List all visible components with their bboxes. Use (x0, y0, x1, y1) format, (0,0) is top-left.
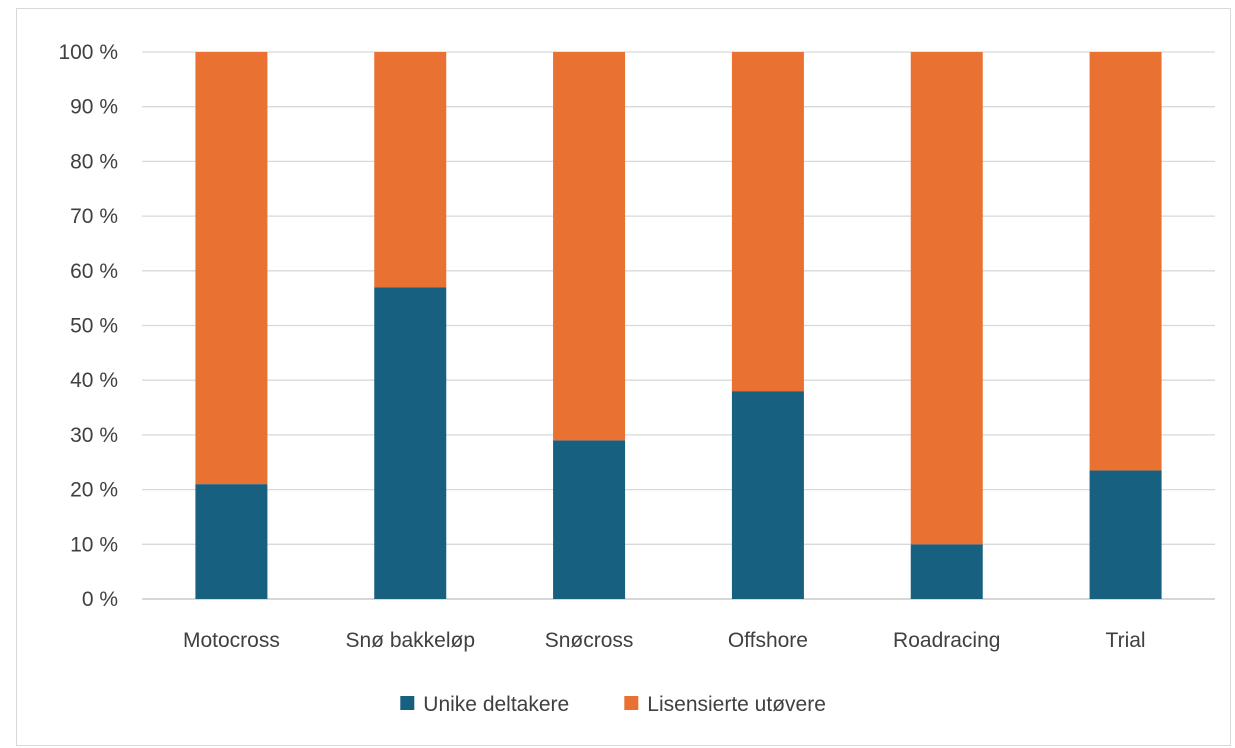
legend: Unike deltakere Lisensierte utøvere (400, 693, 826, 716)
x-tick-label: Snø bakkeløp (345, 629, 475, 652)
bar-unike-deltakere (1089, 470, 1162, 599)
x-axis: Motocross Snø bakkeløp Snøcross Offshore Roa… (183, 629, 1146, 652)
legend-label: Lisensierte utøvere (647, 693, 826, 716)
bar-unike-deltakere (374, 287, 447, 599)
y-tick-label: 0 % (82, 588, 118, 611)
y-tick-label: 80 % (70, 150, 118, 173)
y-tick-label: 60 % (70, 260, 118, 283)
x-tick-label: Roadracing (893, 629, 1000, 652)
y-tick-label: 30 % (70, 424, 118, 447)
bar-lisensierte-utovere (553, 52, 626, 441)
gridlines (142, 51, 1215, 600)
bar-unike-deltakere (910, 544, 983, 599)
bar-lisensierte-utovere (1089, 52, 1162, 471)
legend-label: Unike deltakere (423, 693, 569, 716)
x-tick-label: Snøcross (545, 629, 634, 652)
y-tick-label: 10 % (70, 533, 118, 556)
y-tick-label: 50 % (70, 315, 118, 338)
y-tick-label: 90 % (70, 96, 118, 119)
stacked-bar-chart: 0 % 10 % 20 % 30 % 40 % 50 % 60 % 70 % 80 % 90 % 1… (58, 41, 1215, 716)
legend-swatch (400, 696, 415, 710)
y-tick-label: 20 % (70, 479, 118, 502)
bar-unike-deltakere (553, 440, 626, 599)
bars (195, 52, 1162, 599)
y-tick-label: 40 % (70, 369, 118, 392)
y-tick-label: 100 % (58, 41, 118, 64)
x-tick-label: Offshore (728, 629, 808, 652)
bar-unike-deltakere (195, 484, 268, 599)
legend-swatch (624, 696, 639, 710)
bar-unike-deltakere (731, 391, 804, 599)
bar-lisensierte-utovere (910, 52, 983, 545)
bar-lisensierte-utovere (374, 52, 447, 288)
bar-lisensierte-utovere (731, 52, 804, 392)
bar-lisensierte-utovere (195, 52, 268, 485)
y-tick-label: 70 % (70, 205, 118, 228)
x-tick-label: Trial (1106, 629, 1146, 652)
x-tick-label: Motocross (183, 629, 280, 652)
chart-frame: 0 % 10 % 20 % 30 % 40 % 50 % 60 % 70 % 80 % 90 % 1… (16, 8, 1231, 746)
y-axis: 0 % 10 % 20 % 30 % 40 % 50 % 60 % 70 % 80 % 90 % 1… (58, 41, 118, 611)
